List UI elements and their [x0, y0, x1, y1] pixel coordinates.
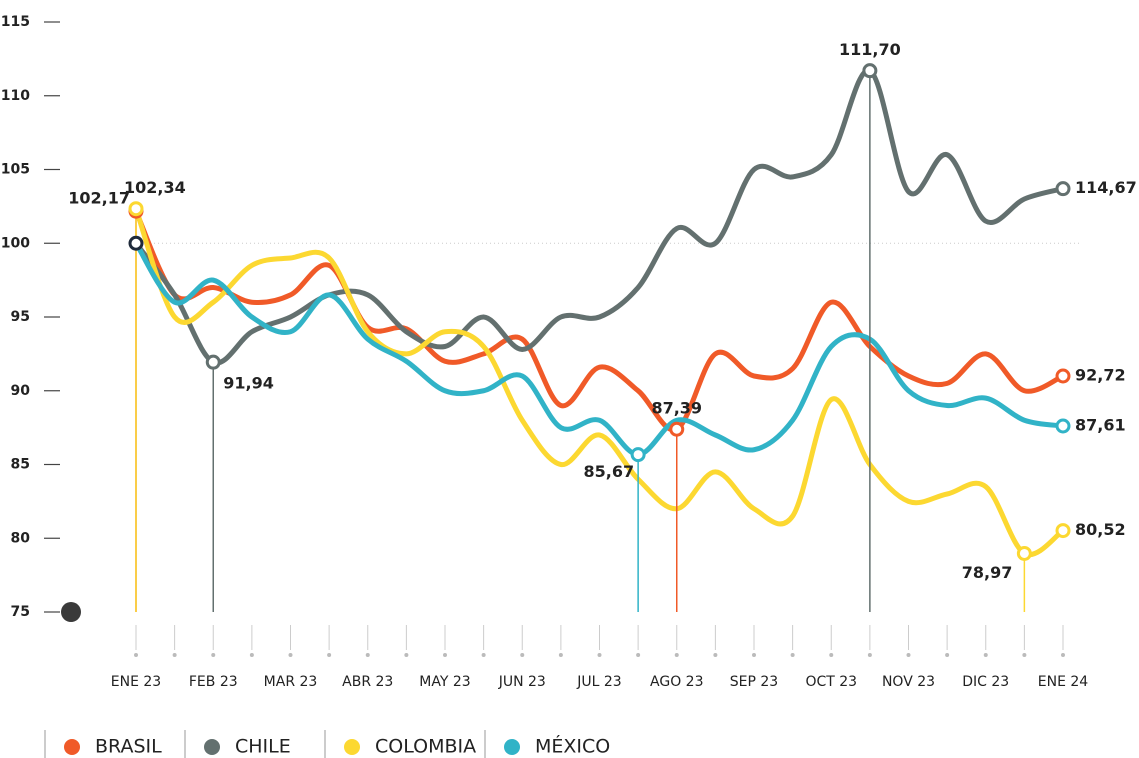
x-tick-dot [172, 653, 177, 657]
x-tick-dot [211, 653, 216, 657]
x-tick-label: MAR 23 [264, 674, 318, 690]
y-tick-label: 90 [11, 383, 31, 399]
start-marker [128, 235, 144, 251]
legend-label: CHILE [235, 736, 291, 758]
x-tick-dot [713, 653, 718, 657]
series-line [133, 206, 1066, 558]
x-tick-dot [327, 653, 332, 657]
x-tick-dot [829, 653, 834, 657]
y-tick-label: 80 [11, 530, 31, 546]
point-marker [862, 63, 878, 79]
x-tick-dot [906, 653, 911, 657]
x-tick-label: JUN 23 [498, 674, 546, 690]
x-tick-dot [636, 653, 641, 657]
lines [133, 68, 1066, 558]
x-tick-dot [867, 653, 872, 657]
point-marker [128, 201, 144, 217]
x-tick-dot [674, 653, 679, 657]
x-tick-dot [134, 653, 138, 657]
x-tick-dot [1061, 653, 1065, 657]
value-label: 102,17 [68, 189, 130, 208]
legend-swatch [344, 739, 360, 755]
y-tick-label: 75 [11, 604, 30, 620]
x-tick-label: NOV 23 [882, 674, 935, 690]
annotation: 114,67 [1075, 178, 1137, 197]
point-marker [1016, 545, 1032, 561]
point-marker [669, 421, 685, 437]
x-tick-dot [945, 653, 950, 657]
x-tick-dot [558, 653, 563, 657]
value-label: 78,97 [962, 563, 1013, 582]
x-tick-label: MAY 23 [419, 674, 470, 690]
point-marker [1055, 368, 1071, 384]
x-tick-dot [520, 653, 525, 657]
series-line [133, 208, 1066, 433]
y-tick-label: 85 [11, 457, 30, 473]
value-label: 87,39 [651, 399, 702, 418]
x-tick-label: FEB 23 [189, 674, 238, 690]
x-tick-dot [1022, 653, 1027, 657]
value-label: 87,61 [1075, 416, 1126, 435]
point-marker [205, 354, 221, 370]
y-tick-label: 110 [1, 88, 30, 104]
x-tick-label: JUL 23 [576, 674, 621, 690]
series-line [133, 68, 1066, 366]
point-marker [1055, 523, 1071, 539]
point-marker [630, 447, 646, 463]
annotation-marker [1055, 181, 1071, 197]
series-line [133, 240, 1066, 458]
value-label: 80,52 [1075, 520, 1126, 539]
legend-swatch [504, 739, 520, 755]
x-tick-label: OCT 23 [805, 674, 857, 690]
value-label: 92,72 [1075, 366, 1126, 385]
y-tick-label: 100 [1, 235, 30, 251]
legend-label: COLOMBIA [375, 736, 476, 758]
x-tick-label: AGO 23 [650, 674, 703, 690]
legend-swatch [64, 739, 80, 755]
y-tick-label: 115 [1, 14, 30, 30]
y-tick-label: 105 [1, 162, 30, 178]
legend-swatch [204, 739, 220, 755]
x-tick-dot [481, 653, 486, 657]
x-tick-dot [443, 653, 447, 657]
x-tick-label: ENE 24 [1038, 674, 1089, 690]
x-tick-dot [752, 653, 756, 657]
x-tick-dot [365, 653, 370, 657]
legend-label: BRASIL [95, 736, 162, 758]
axis-origin [61, 602, 81, 622]
value-label: 91,94 [223, 374, 274, 393]
point-marker [1055, 418, 1071, 434]
x-tick-dot [597, 653, 602, 657]
x-tick-label: DIC 23 [962, 674, 1009, 690]
x-tick-label: ABR 23 [342, 674, 393, 690]
value-label: 102,34 [124, 178, 186, 197]
x-tick-label: SEP 23 [730, 674, 778, 690]
value-label: 85,67 [584, 462, 635, 481]
x-tick-dot [983, 653, 988, 657]
x-tick-dot [790, 653, 795, 657]
x-tick-dot [288, 653, 293, 657]
legend-label: MÉXICO [535, 735, 610, 758]
x-tick-dot [249, 653, 254, 657]
y-tick-label: 95 [11, 309, 30, 325]
x-tick-dot [404, 653, 409, 657]
value-label: 111,70 [839, 40, 901, 59]
x-tick-label: ENE 23 [111, 674, 161, 690]
